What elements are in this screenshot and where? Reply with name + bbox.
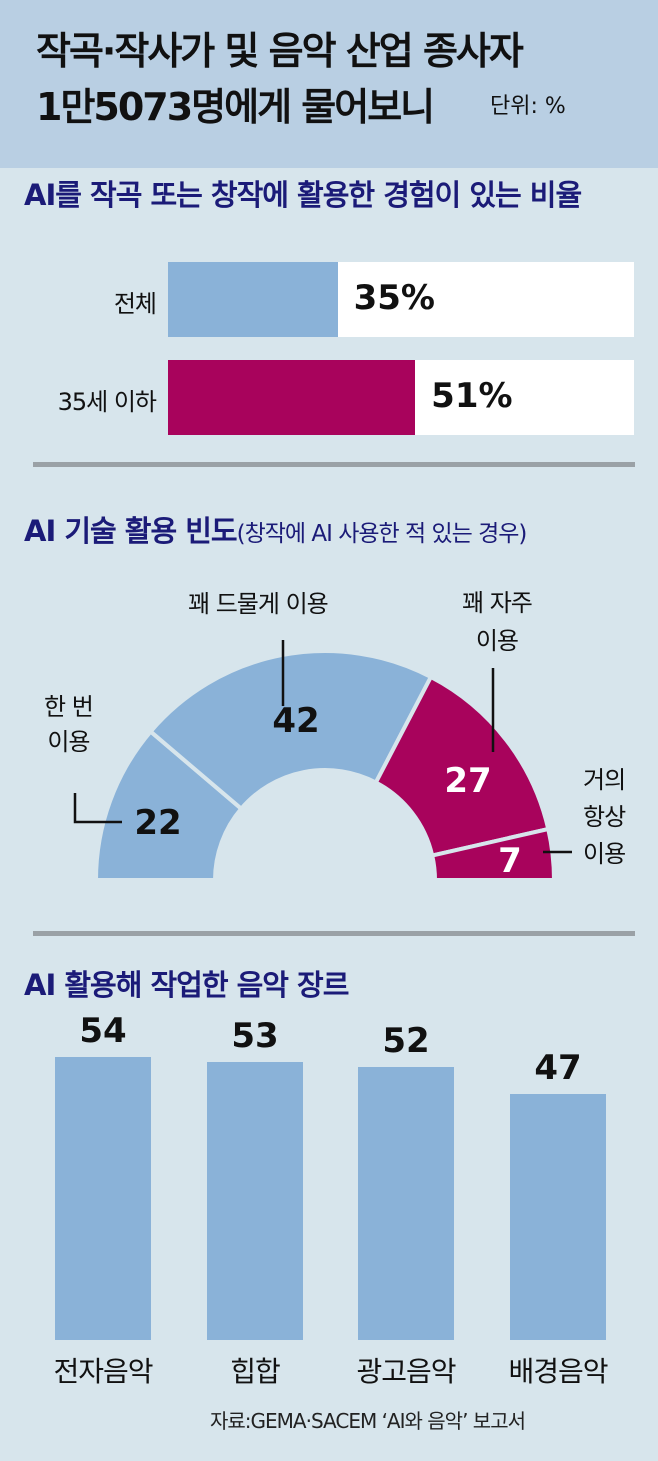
column-bar [207, 1062, 303, 1340]
column-value-label: 53 [231, 1016, 279, 1057]
label-rarely: 꽤 드물게 이용 [188, 590, 329, 618]
title-line-2: 1만5073명에게 물어보니 [36, 85, 435, 129]
label-often-l1: 꽤 자주 [462, 589, 533, 617]
bar-value-label: 35% [353, 278, 435, 318]
bar-category-label: 전체 [113, 290, 157, 318]
donut-value-label: 42 [272, 701, 319, 741]
divider [33, 462, 635, 467]
title-line-1: 작곡·작사가 및 음악 산업 종사자 [36, 29, 524, 73]
bar [168, 360, 416, 435]
column-value-label: 52 [382, 1021, 430, 1062]
column-category-label: 광고음악 [356, 1355, 456, 1388]
half-donut-chart: 22 42 277 [73, 640, 572, 882]
column-bar [55, 1057, 151, 1340]
donut-segment [429, 826, 557, 882]
column-category-label: 배경음악 [508, 1355, 608, 1388]
column-category-label: 힙합 [230, 1355, 281, 1388]
section1-title: AI를 작곡 또는 창작에 활용한 경험이 있는 비율 [24, 178, 582, 212]
section2-subtitle: (창작에 AI 사용한 적 있는 경우) [236, 521, 528, 547]
donut-value-label: 22 [134, 803, 181, 843]
label-always-l2: 항상 [583, 803, 626, 831]
label-always-l1: 거의 [583, 766, 626, 794]
label-once-l2: 이용 [47, 728, 90, 756]
donut-value-label: 27 [444, 761, 491, 801]
bar [168, 262, 338, 337]
section2-title: AI 기술 활용 빈도(창작에 AI 사용한 적 있는 경우) [24, 508, 528, 550]
source-note: 자료:GEMA·SACEM ‘AI와 음악’ 보고서 [210, 1409, 526, 1433]
donut-segment [373, 674, 551, 858]
section3-title: AI 활용해 작업한 음악 장르 [24, 968, 349, 1002]
column-bar [358, 1067, 454, 1340]
donut-value-label: 7 [498, 841, 522, 881]
section2-title-main: AI 기술 활용 빈도 [24, 514, 238, 548]
leader-line [73, 793, 122, 824]
bar-value-label: 51% [431, 376, 513, 416]
donut-segment [147, 649, 434, 812]
header [0, 0, 658, 168]
unit-label: 단위: % [490, 94, 566, 119]
column-bar [510, 1093, 606, 1340]
column-value-label: 54 [79, 1011, 127, 1051]
label-always-l3: 이용 [583, 840, 626, 868]
column-value-label: 47 [534, 1047, 582, 1088]
label-often-l2: 이용 [475, 627, 519, 655]
divider [33, 931, 635, 936]
column-category-label: 전자음악 [53, 1355, 153, 1388]
label-once-l1: 한 번 [44, 693, 94, 721]
bar-category-label: 35세 이하 [57, 388, 157, 416]
